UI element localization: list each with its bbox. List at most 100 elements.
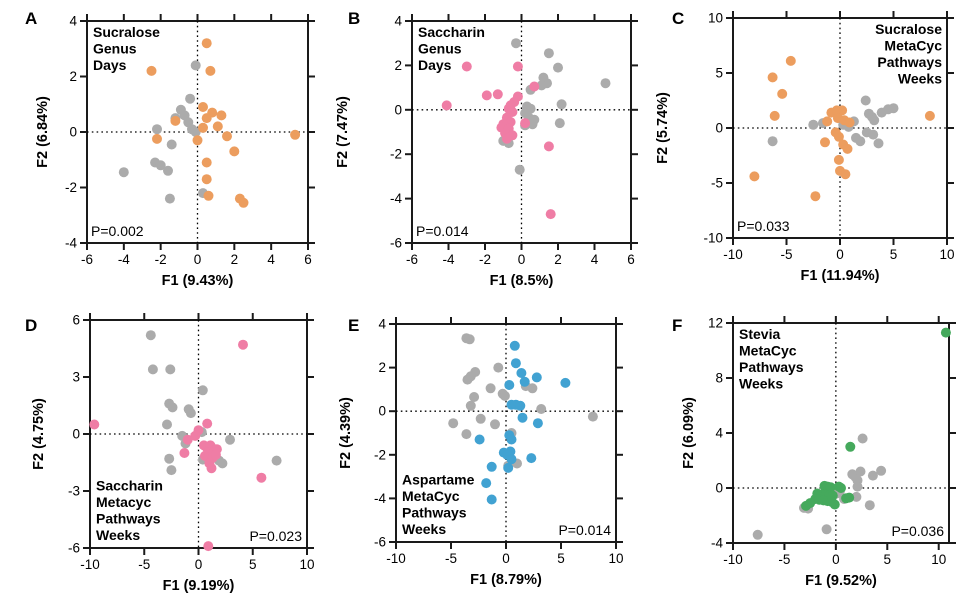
data-point (829, 499, 840, 510)
y-axis-label: F2 (6.09%) (681, 397, 697, 469)
data-point (536, 404, 547, 414)
plot-title-line: Metacyc (96, 494, 151, 510)
data-point (511, 38, 521, 49)
y-tick-label: 4 (69, 14, 77, 29)
data-point (520, 118, 531, 129)
data-point (503, 462, 514, 473)
x-axis-label: F1 (8.79%) (470, 572, 542, 588)
plot-title-line: Pathways (96, 511, 161, 527)
y-tick-label: -4 (374, 491, 386, 506)
data-point (198, 102, 208, 112)
y-tick-label: -10 (703, 231, 723, 246)
data-point (531, 372, 542, 383)
data-point (271, 455, 282, 466)
x-tick-label: 0 (195, 557, 203, 572)
data-point (767, 72, 778, 83)
data-point (600, 78, 611, 89)
x-tick-label: -4 (442, 252, 454, 267)
x-tick-label: 6 (627, 252, 635, 267)
data-point (201, 157, 212, 168)
x-tick-label: 4 (267, 252, 275, 267)
x-tick-label: -5 (778, 552, 790, 567)
data-point (517, 412, 528, 423)
y-tick-label: 12 (708, 316, 723, 331)
data-point (857, 433, 868, 444)
series-gray (767, 95, 899, 149)
x-tick-label: 2 (554, 252, 562, 267)
data-point (229, 146, 240, 157)
x-tick-label: -10 (723, 552, 743, 567)
data-point (553, 62, 563, 73)
data-point (852, 481, 863, 492)
plot-title-line: Pathways (739, 359, 804, 375)
data-point (837, 105, 848, 116)
data-point (822, 116, 833, 127)
data-point (486, 494, 497, 505)
data-point (545, 209, 556, 220)
y-tick-label: 4 (394, 14, 402, 29)
x-tick-label: 0 (832, 552, 840, 567)
data-point (888, 103, 899, 114)
data-point (868, 129, 879, 140)
x-tick-label: 5 (557, 551, 565, 566)
data-point (501, 133, 512, 144)
data-point (867, 470, 878, 481)
data-point (201, 174, 212, 185)
data-point (532, 418, 543, 429)
plot-title-line: Weeks (898, 71, 942, 87)
data-point (147, 364, 158, 375)
data-point (203, 190, 214, 201)
y-tick-label: -6 (68, 541, 80, 556)
data-point (527, 383, 538, 394)
x-axis-label: F1 (9.52%) (805, 573, 877, 589)
series-orange (749, 55, 935, 202)
data-point (210, 449, 221, 460)
data-point (855, 136, 866, 147)
data-point (166, 139, 177, 150)
data-point (493, 362, 504, 373)
x-tick-label: -6 (406, 252, 418, 267)
data-point (206, 463, 217, 474)
data-point (554, 118, 565, 129)
data-point (873, 138, 884, 149)
series-pink (441, 61, 556, 220)
y-tick-label: -3 (68, 484, 80, 499)
data-point (587, 411, 598, 422)
y-tick-label: 4 (378, 317, 386, 332)
data-point (290, 129, 301, 140)
y-tick-label: 0 (69, 125, 77, 140)
data-point (475, 413, 486, 424)
plot-title-line: Weeks (739, 376, 783, 392)
data-point (155, 160, 166, 171)
data-point (842, 143, 853, 154)
y-tick-label: 2 (378, 360, 386, 375)
data-point (238, 339, 248, 350)
x-tick-label: 6 (304, 252, 312, 267)
plot-title-line: Stevia (739, 326, 780, 342)
data-point (164, 453, 175, 464)
data-point (836, 483, 846, 493)
y-tick-label: -5 (711, 176, 723, 191)
panel-D: D -10 -5 0 5 10 -6 -3 0 3 6 SaccharinMetacycPathway… (25, 313, 315, 595)
data-point (821, 524, 832, 535)
data-point (825, 482, 836, 493)
p-value-label: P=0.033 (737, 218, 790, 234)
p-value-label: P=0.036 (891, 523, 944, 539)
plot-title-line: Weeks (96, 527, 140, 543)
y-axis-label: F2 (4.75%) (31, 398, 47, 470)
y-tick-label: -4 (390, 191, 402, 206)
data-point (192, 135, 203, 146)
plot-title-line: Days (418, 57, 452, 73)
data-point (165, 364, 176, 375)
plot-title-line: MetaCyc (884, 38, 942, 54)
x-tick-label: 0 (518, 252, 526, 267)
data-point (510, 358, 521, 369)
y-tick-label: -6 (390, 236, 402, 251)
data-point (448, 418, 459, 429)
y-tick-label: 10 (708, 11, 723, 26)
data-point (163, 165, 173, 176)
data-point (785, 55, 796, 66)
data-point (190, 60, 201, 71)
series-blue (474, 340, 571, 505)
